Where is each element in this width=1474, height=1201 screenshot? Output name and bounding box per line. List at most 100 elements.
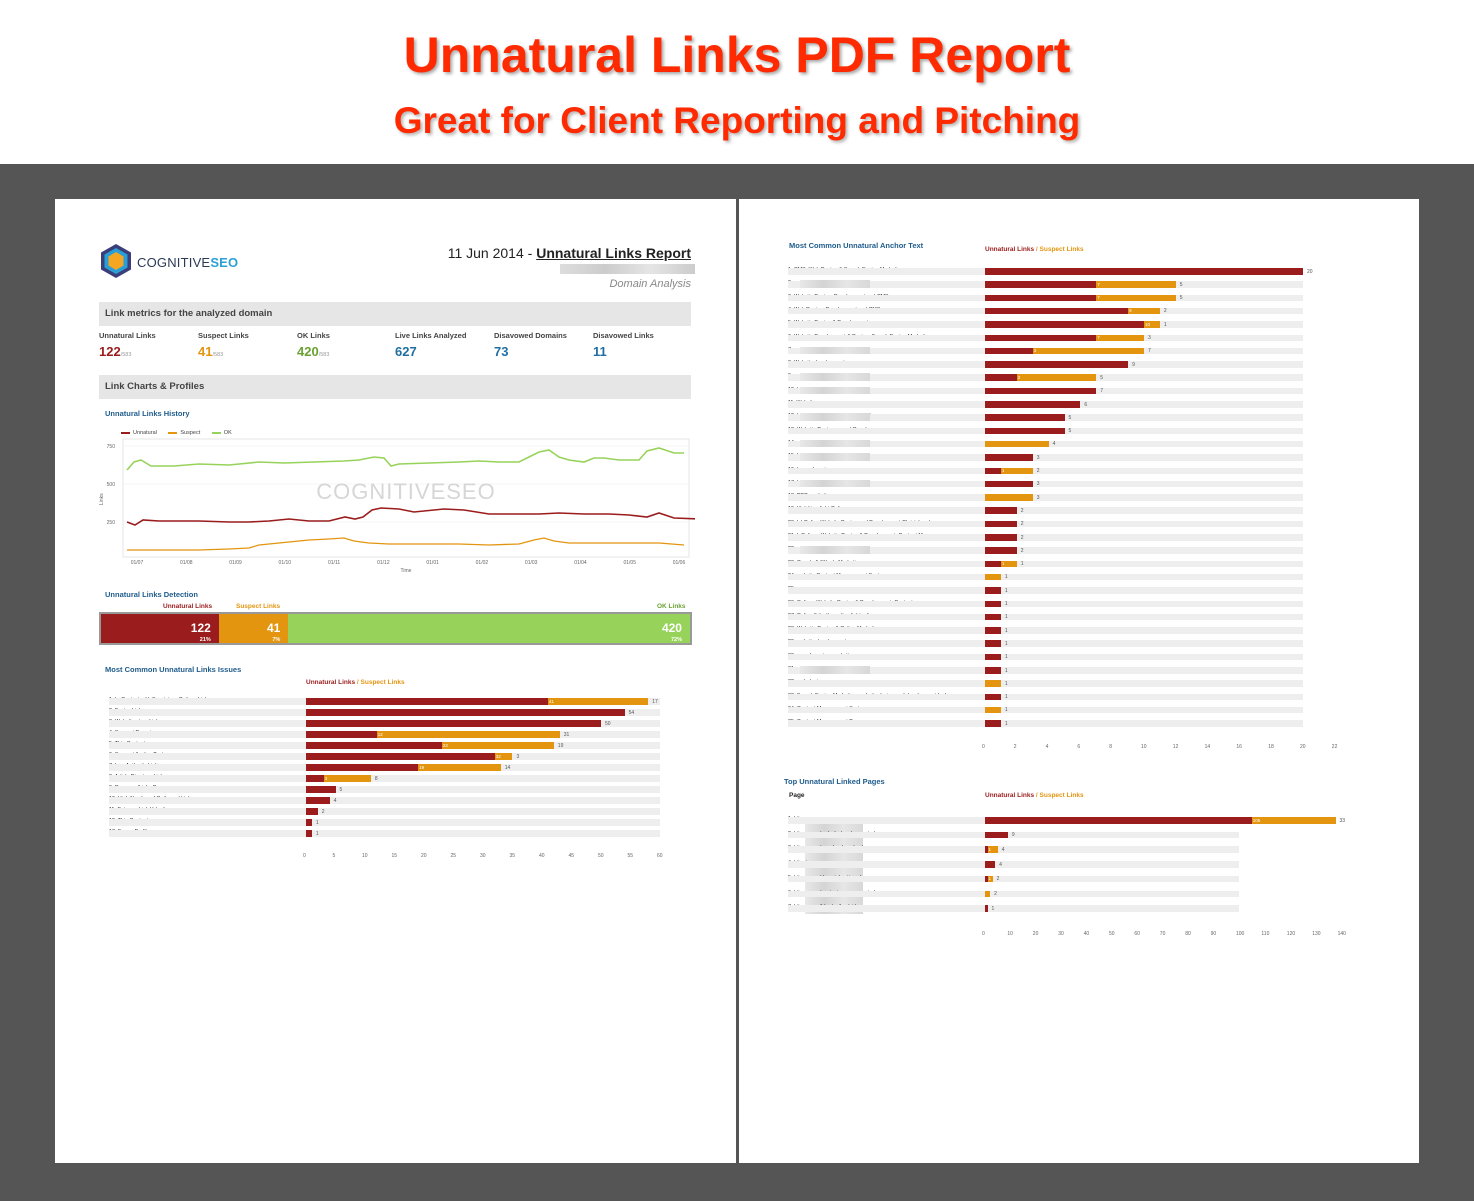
bar-unnatural	[985, 817, 1252, 824]
history-chart-title: Unnatural Links History	[105, 409, 190, 418]
bar-unnatural	[985, 846, 988, 853]
bar-unnatural	[306, 764, 419, 771]
x-tick: 0	[982, 931, 985, 937]
x-tick: 01/12	[377, 560, 390, 566]
detection-segment-ok: 420 72%	[288, 614, 690, 643]
bar-inner-value: 1	[988, 846, 992, 852]
bar-unnatural	[985, 374, 1017, 381]
domain-analysis-label: Domain Analysis	[609, 278, 691, 290]
x-tick: 14	[1204, 744, 1211, 750]
metric-1: Suspect Links 41/583	[198, 331, 294, 359]
chart-row-track	[788, 467, 1303, 474]
redacted-domain	[560, 264, 695, 274]
bar-end-value: 14	[504, 764, 511, 771]
bar-end-value: 1	[1004, 654, 1008, 661]
x-tick: 01/11	[328, 560, 340, 566]
chart-row-track	[788, 846, 1239, 853]
bar-inner-value: 7	[1097, 281, 1100, 287]
x-tick: 01/10	[279, 560, 292, 566]
bar-end-value: 4	[999, 861, 1002, 868]
bar-end-value: 54	[628, 709, 635, 716]
bar-end-value: 1	[1004, 601, 1008, 607]
x-tick: 01/09	[229, 560, 242, 566]
chart-row-track	[788, 640, 1303, 647]
bar-unnatural	[985, 427, 1065, 435]
bar-end-value: 2	[996, 876, 1000, 883]
x-tick: 30	[1058, 931, 1064, 937]
x-tick: 01/03	[525, 560, 538, 566]
x-tick: 110	[1261, 931, 1270, 937]
bar-suspect	[1251, 817, 1336, 824]
chart-row-track	[788, 573, 1303, 581]
chart-row-track	[109, 830, 660, 837]
bar-suspect	[441, 742, 554, 749]
x-tick: 130	[1312, 931, 1321, 937]
bar-suspect	[1096, 334, 1144, 341]
bar-end-value: 1	[1004, 707, 1008, 714]
bar-inner-value: 7	[1097, 335, 1100, 340]
chart-row-track	[788, 890, 1239, 897]
chart-row-track	[788, 613, 1303, 621]
chart-row-track	[109, 797, 660, 804]
bar-suspect	[323, 775, 371, 782]
bar-inner-value: 3	[1033, 348, 1037, 354]
bar-unnatural	[985, 613, 1001, 621]
bar-inner-value: 23	[442, 742, 448, 748]
bar-suspect	[376, 731, 560, 738]
bar-end-value: 3	[1148, 335, 1151, 341]
bar-end-value: 2	[1163, 308, 1167, 315]
bar-unnatural	[985, 587, 1001, 594]
cognitiveseo-logo-icon	[101, 244, 131, 278]
metric-total: /583	[318, 352, 330, 358]
bar-unnatural	[306, 731, 377, 738]
bar-unnatural	[985, 321, 1144, 328]
bar-unnatural	[985, 667, 1001, 674]
banner-title: Unnatural Links PDF Report	[403, 27, 1071, 83]
bar-inner-value: 2	[1017, 374, 1021, 380]
bar-unnatural	[985, 653, 1001, 661]
chart-row-track	[109, 808, 660, 815]
bar-unnatural	[985, 294, 1097, 302]
detection-bar: 122 21% 41 7% 420 72%	[99, 612, 692, 645]
bar-unnatural	[306, 830, 312, 837]
chart-row-track	[788, 547, 1303, 554]
x-tick: 30	[480, 853, 486, 859]
bar-end-value: 1	[1163, 321, 1167, 328]
bar-suspect	[987, 875, 993, 883]
bar-end-value: 4	[333, 797, 337, 804]
chart-row-track	[788, 534, 1303, 541]
metric-value: 420/583	[297, 344, 393, 359]
bar-inner-value: 19	[419, 764, 425, 770]
bar-suspect	[1096, 281, 1176, 288]
x-tick: 8	[1109, 744, 1112, 750]
chart-row-track	[788, 494, 1303, 501]
bar-unnatural	[985, 361, 1129, 368]
history-line-chart: 750 500 250 Links COGNITIVESEO 01/07 01/0…	[99, 438, 695, 574]
bar-unnatural	[306, 753, 495, 760]
x-tick: 01/02	[476, 560, 489, 566]
chart-row-track	[788, 680, 1303, 687]
logo-part1: COGNITIVE	[137, 255, 211, 270]
bar-unnatural	[985, 467, 1001, 474]
bar-unnatural	[985, 268, 1303, 275]
bar-end-value: 9	[1011, 832, 1015, 839]
bar-end-value: 20	[1307, 268, 1313, 275]
x-tick: 16	[1236, 744, 1242, 750]
bar-suspect	[985, 440, 1049, 448]
x-tick: 10	[1141, 744, 1147, 750]
banner-subtitle: Great for Client Reporting and Pitching	[393, 100, 1081, 141]
x-tick: 15	[391, 853, 398, 859]
x-tick: 40	[1083, 931, 1090, 937]
redacted-label	[800, 413, 870, 421]
logo-part2: SEO	[210, 255, 239, 270]
x-tick: 10	[1007, 931, 1013, 937]
chart-row-track	[788, 653, 1303, 661]
bar-end-value: 33	[1339, 817, 1346, 824]
redacted-label	[800, 346, 870, 355]
x-tick: 50	[598, 853, 604, 859]
metric-number: 11	[593, 344, 607, 359]
bar-end-value: 5	[1068, 428, 1072, 435]
bar-inner-value: 1	[1001, 468, 1005, 473]
metric-total: /583	[120, 352, 132, 358]
metric-value: 122/583	[99, 344, 195, 359]
